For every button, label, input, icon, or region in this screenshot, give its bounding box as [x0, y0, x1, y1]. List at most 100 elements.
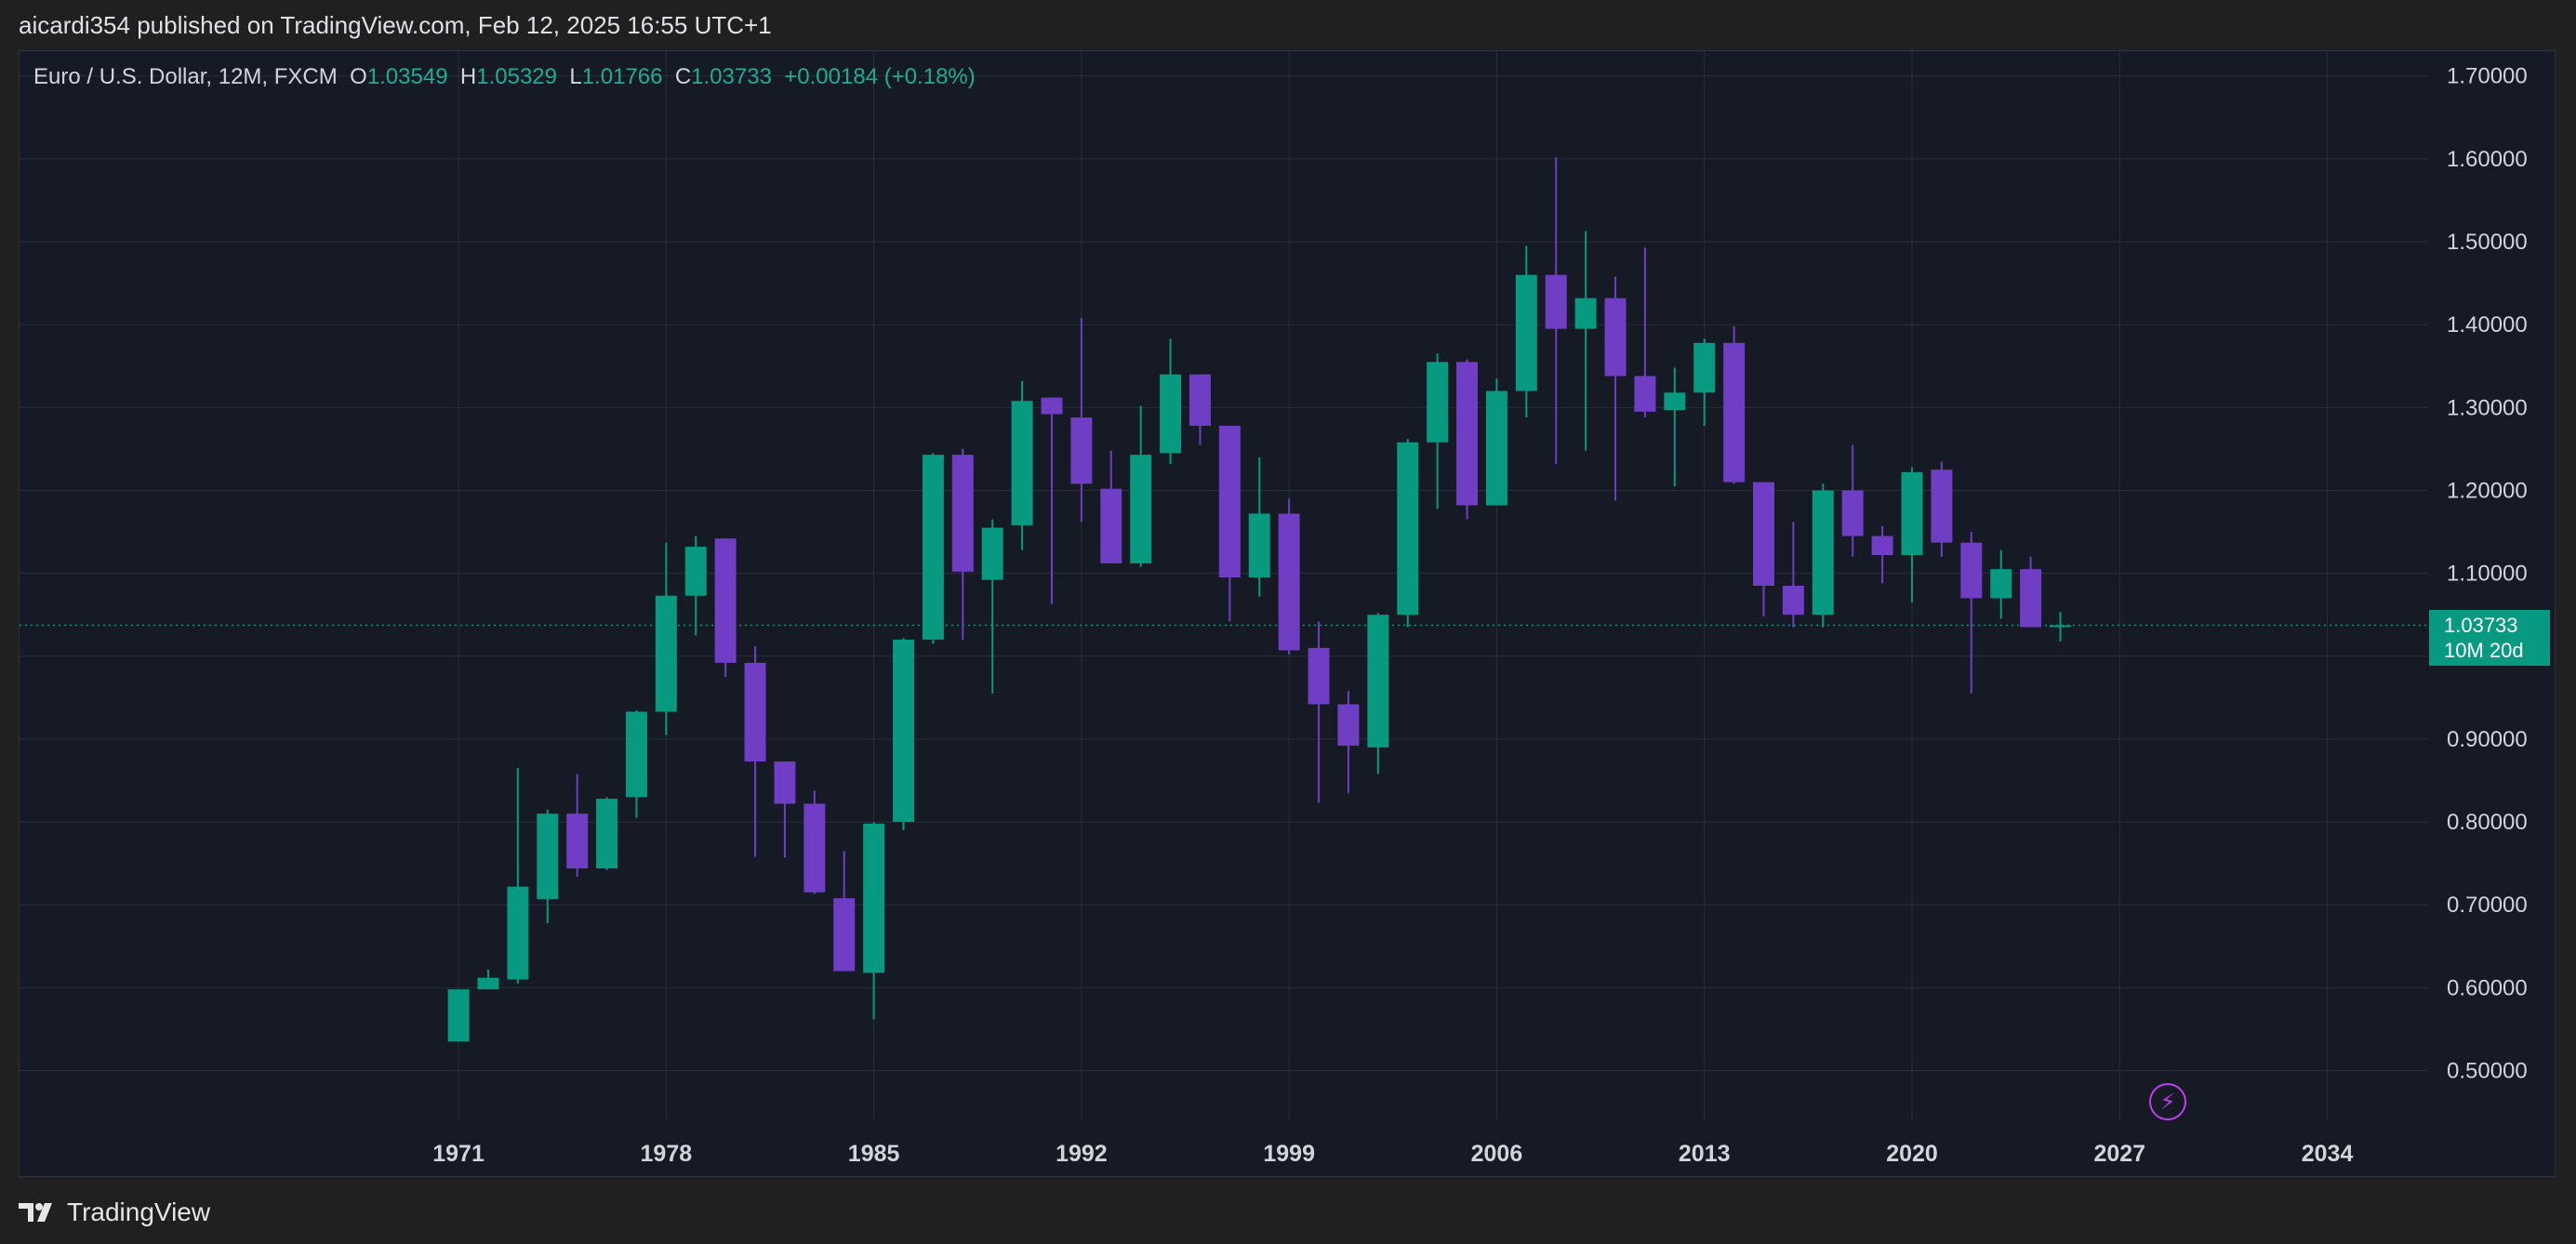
candle[interactable] — [2020, 556, 2042, 628]
candle[interactable] — [1070, 318, 1093, 523]
candle[interactable] — [1367, 613, 1389, 774]
candle-body — [1337, 704, 1360, 747]
candle[interactable] — [625, 709, 647, 818]
candlestick-chart[interactable]: 0.500000.600000.700000.800000.900001.000… — [20, 51, 2556, 1177]
candle[interactable] — [1308, 621, 1330, 803]
candle[interactable] — [981, 519, 1003, 694]
candle[interactable] — [1397, 439, 1419, 628]
candle[interactable] — [1130, 405, 1152, 567]
candle[interactable] — [1545, 157, 1567, 464]
candle[interactable] — [1189, 374, 1211, 445]
legend-open-label: O — [350, 64, 367, 89]
candle[interactable] — [1693, 338, 1716, 426]
candle[interactable] — [1456, 359, 1479, 520]
candle[interactable] — [1041, 397, 1063, 604]
candle[interactable] — [1248, 457, 1270, 597]
candle[interactable] — [1812, 483, 1834, 628]
candle-body — [1130, 455, 1152, 563]
y-tick-label: 1.10000 — [2447, 562, 2528, 587]
candle[interactable] — [1515, 245, 1537, 418]
candle[interactable] — [1931, 461, 1953, 557]
x-tick-label: 1985 — [848, 1141, 900, 1167]
candle[interactable] — [1427, 353, 1449, 510]
candle[interactable] — [1990, 549, 2012, 619]
candle-body — [893, 639, 914, 823]
candle-body — [1812, 490, 1834, 615]
candle[interactable] — [566, 774, 589, 877]
candle[interactable] — [1278, 498, 1300, 655]
candle[interactable] — [2050, 612, 2071, 642]
candle[interactable] — [714, 538, 737, 678]
candle-body — [1782, 586, 1804, 615]
candle[interactable] — [477, 969, 499, 990]
candle[interactable] — [1901, 467, 1923, 602]
y-tick-label: 0.50000 — [2447, 1059, 2528, 1084]
candle[interactable] — [1782, 522, 1804, 628]
candle[interactable] — [1337, 691, 1360, 793]
publish-line: aicardi354 published on TradingView.com,… — [19, 10, 772, 39]
candle[interactable] — [684, 536, 707, 636]
candle[interactable] — [833, 851, 856, 972]
candle[interactable] — [655, 542, 677, 735]
candle-body — [1604, 298, 1627, 377]
legend-symbol[interactable]: Euro / U.S. Dollar, 12M, FXCM — [33, 64, 338, 89]
candle-body — [1218, 425, 1241, 578]
candle[interactable] — [922, 453, 944, 644]
candle-body — [774, 761, 796, 804]
candle-body — [744, 662, 766, 761]
candle[interactable] — [507, 768, 529, 984]
candle[interactable] — [1604, 276, 1627, 501]
candle-body — [1723, 342, 1746, 483]
candle-body — [981, 527, 1003, 580]
candle-body — [1664, 392, 1686, 411]
candle[interactable] — [803, 790, 826, 894]
candle[interactable] — [951, 448, 974, 640]
candle[interactable] — [1871, 525, 1893, 584]
candle-body — [863, 823, 885, 973]
candle-body — [1931, 470, 1953, 543]
candle[interactable] — [1485, 378, 1507, 506]
candle[interactable] — [774, 761, 796, 858]
candle-body — [566, 814, 589, 868]
candle-body — [1574, 298, 1597, 329]
candle-body — [1456, 362, 1479, 506]
candle[interactable] — [1100, 450, 1122, 563]
candle[interactable] — [744, 646, 766, 857]
candle[interactable] — [863, 822, 885, 1020]
chart-panel[interactable]: 0.500000.600000.700000.800000.900001.000… — [19, 50, 2556, 1177]
candle-body — [1901, 471, 1923, 556]
x-tick-label: 2020 — [1886, 1141, 1938, 1167]
candle[interactable] — [1574, 231, 1597, 451]
candle-body — [684, 547, 707, 596]
footer-branding[interactable]: TradingView — [19, 1194, 210, 1231]
legend-close-label: C — [674, 64, 692, 89]
candle[interactable] — [596, 797, 618, 870]
candle-body — [1871, 536, 1893, 556]
lightning-icon[interactable]: ⚡ — [2149, 1083, 2186, 1120]
candle-body — [1011, 401, 1033, 525]
candle[interactable] — [1218, 425, 1241, 622]
x-tick-label: 2006 — [1471, 1141, 1523, 1167]
candle-body — [655, 595, 677, 712]
candle[interactable] — [1664, 367, 1686, 487]
candle[interactable] — [537, 809, 559, 923]
candle-body — [477, 977, 499, 990]
candle-body — [1990, 569, 2012, 599]
candle-body — [596, 799, 618, 868]
candle[interactable] — [1011, 380, 1033, 550]
candle[interactable] — [1841, 444, 1864, 557]
current-price-label[interactable]: 1.03733 10M 20d — [2429, 610, 2550, 666]
candle-body — [1960, 542, 1983, 599]
candle-body — [447, 989, 470, 1042]
candle[interactable] — [1723, 325, 1746, 484]
candle[interactable] — [1753, 482, 1774, 616]
candle[interactable] — [1160, 338, 1182, 464]
candle[interactable] — [447, 989, 470, 1042]
candle[interactable] — [1960, 532, 1983, 694]
candle-body — [2020, 569, 2042, 628]
y-tick-label: 1.60000 — [2447, 147, 2528, 172]
candle[interactable] — [1634, 247, 1656, 418]
footer-brand: TradingView — [67, 1198, 211, 1226]
candle[interactable] — [893, 638, 914, 830]
x-tick-label: 2034 — [2302, 1141, 2354, 1167]
